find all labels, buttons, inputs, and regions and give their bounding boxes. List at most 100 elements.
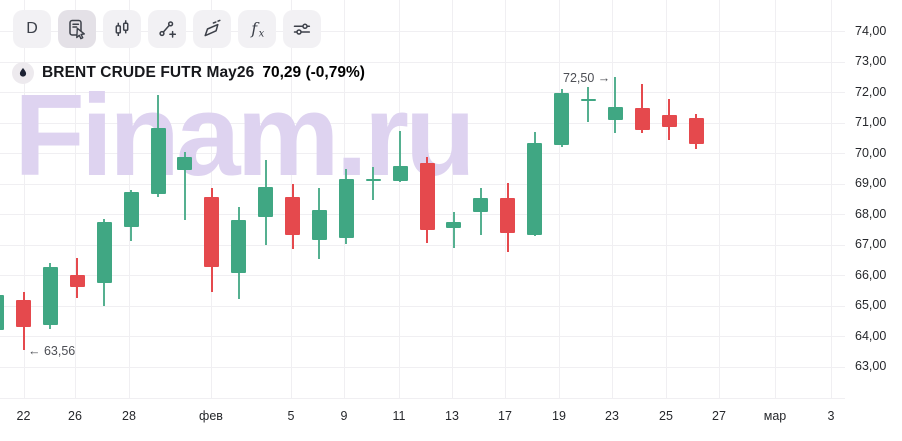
h-gridline <box>0 366 845 368</box>
v-gridline <box>559 0 560 398</box>
candle-body[interactable] <box>688 118 704 145</box>
v-gridline <box>452 0 453 398</box>
candle-body[interactable] <box>69 275 85 287</box>
h-gridline <box>0 244 845 246</box>
candlestick-icon <box>110 17 134 41</box>
v-gridline <box>23 0 25 398</box>
v-gridline <box>399 0 400 398</box>
last-price: 70,29 <box>262 64 302 81</box>
candle-body[interactable] <box>446 221 462 228</box>
date-tick-label: 23 <box>605 409 619 423</box>
h-gridline <box>0 336 845 338</box>
chart-toolbar: D <box>13 10 321 48</box>
price-tick-label: 66,00 <box>855 267 887 282</box>
price-tick-label: 68,00 <box>855 206 887 221</box>
candle-body[interactable] <box>258 187 274 217</box>
timeframe-label: D <box>26 20 38 37</box>
v-gridline <box>666 0 667 398</box>
price-tick-label: 73,00 <box>855 54 887 69</box>
date-tick-label: 17 <box>498 409 512 423</box>
h-gridline <box>0 61 845 63</box>
date-tick-label: 11 <box>392 409 406 423</box>
candle-body[interactable] <box>419 162 435 230</box>
candle-body[interactable] <box>500 198 516 233</box>
candle-wick <box>372 166 375 200</box>
candle-body[interactable] <box>634 107 650 130</box>
price-tick-label: 65,00 <box>855 298 887 313</box>
v-gridline <box>612 0 613 398</box>
price-tick-label: 70,00 <box>855 145 887 160</box>
candle-body[interactable] <box>123 191 139 228</box>
h-gridline <box>0 153 845 155</box>
v-gridline <box>75 0 76 398</box>
v-gridline <box>775 0 776 398</box>
instrument-quote: 70,29 (-0,79%) <box>262 64 365 82</box>
candle-body[interactable] <box>527 143 543 236</box>
candle-body[interactable] <box>177 156 193 170</box>
candle-wick <box>452 212 455 248</box>
candle-body[interactable] <box>42 267 58 326</box>
svg-text:f: f <box>250 19 260 38</box>
h-gridline <box>0 397 845 399</box>
date-tick-label: фев <box>199 409 223 423</box>
object-tree-button[interactable] <box>58 10 96 48</box>
candle-wick <box>587 86 590 123</box>
h-gridline <box>0 305 845 307</box>
candle-body[interactable] <box>473 198 489 213</box>
candle-body[interactable] <box>554 93 569 145</box>
price-tick-label: 67,00 <box>855 237 887 252</box>
price-tick-label: 63,00 <box>855 359 887 374</box>
price-tick-label: 71,00 <box>855 115 887 130</box>
candle-body[interactable] <box>338 179 354 239</box>
candle-body[interactable] <box>392 166 408 181</box>
date-tick-label: 27 <box>712 409 726 423</box>
chart-style-button[interactable] <box>103 10 141 48</box>
candle-body[interactable] <box>150 128 166 195</box>
marker-icon <box>200 17 224 41</box>
settings-button[interactable] <box>283 10 321 48</box>
candle-body[interactable] <box>580 99 596 102</box>
date-tick-label: 13 <box>445 409 459 423</box>
candle-wick <box>614 76 617 133</box>
candle-body[interactable] <box>0 295 5 331</box>
fx-icon: f x <box>245 17 269 41</box>
low-price-annotation: ← 63,56 <box>28 344 76 358</box>
date-tick-label: 28 <box>122 409 136 423</box>
price-tick-label: 69,00 <box>855 176 887 191</box>
indicators-button[interactable]: f x <box>238 10 276 48</box>
candle-body[interactable] <box>661 114 677 127</box>
candle-body[interactable] <box>365 178 381 181</box>
draw-marker-button[interactable] <box>193 10 231 48</box>
sliders-icon <box>290 17 314 41</box>
h-gridline <box>0 31 845 32</box>
oil-drop-icon <box>12 62 34 84</box>
trend-line-icon <box>155 17 179 41</box>
date-tick-label: 22 <box>16 409 31 423</box>
date-tick-label: 9 <box>340 409 348 423</box>
date-tick-label: 26 <box>68 409 82 423</box>
candle-body[interactable] <box>311 209 327 240</box>
candle-body[interactable] <box>607 107 623 120</box>
instrument-name: BRENT CRUDE FUTR May26 <box>42 64 255 81</box>
price-tick-label: 64,00 <box>855 328 887 343</box>
instrument-header[interactable]: BRENT CRUDE FUTR May26 70,29 (-0,79%) <box>12 62 365 84</box>
h-gridline <box>0 275 845 277</box>
candle-body[interactable] <box>16 300 31 327</box>
h-gridline <box>0 92 845 94</box>
price-axis[interactable]: 74,00 73,00 72,00 71,00 70,00 69,00 68,00 67,00… <box>845 0 902 441</box>
time-axis[interactable]: 22 26 28 фев 5 9 11 13 17 19 23 25 27 мар 3 <box>0 401 902 441</box>
trend-line-button[interactable] <box>148 10 186 48</box>
date-tick-label: 19 <box>552 409 566 423</box>
document-cursor-icon <box>65 17 89 41</box>
price-tick-label: 72,00 <box>855 84 887 99</box>
candle-body[interactable] <box>231 220 247 273</box>
date-tick-label: мар <box>763 409 787 423</box>
candle-body[interactable] <box>204 196 220 268</box>
date-tick-label: 5 <box>287 409 295 423</box>
candle-body[interactable] <box>96 221 112 284</box>
timeframe-button[interactable]: D <box>13 10 51 48</box>
svg-text:x: x <box>259 28 265 39</box>
candle-body[interactable] <box>285 196 300 236</box>
